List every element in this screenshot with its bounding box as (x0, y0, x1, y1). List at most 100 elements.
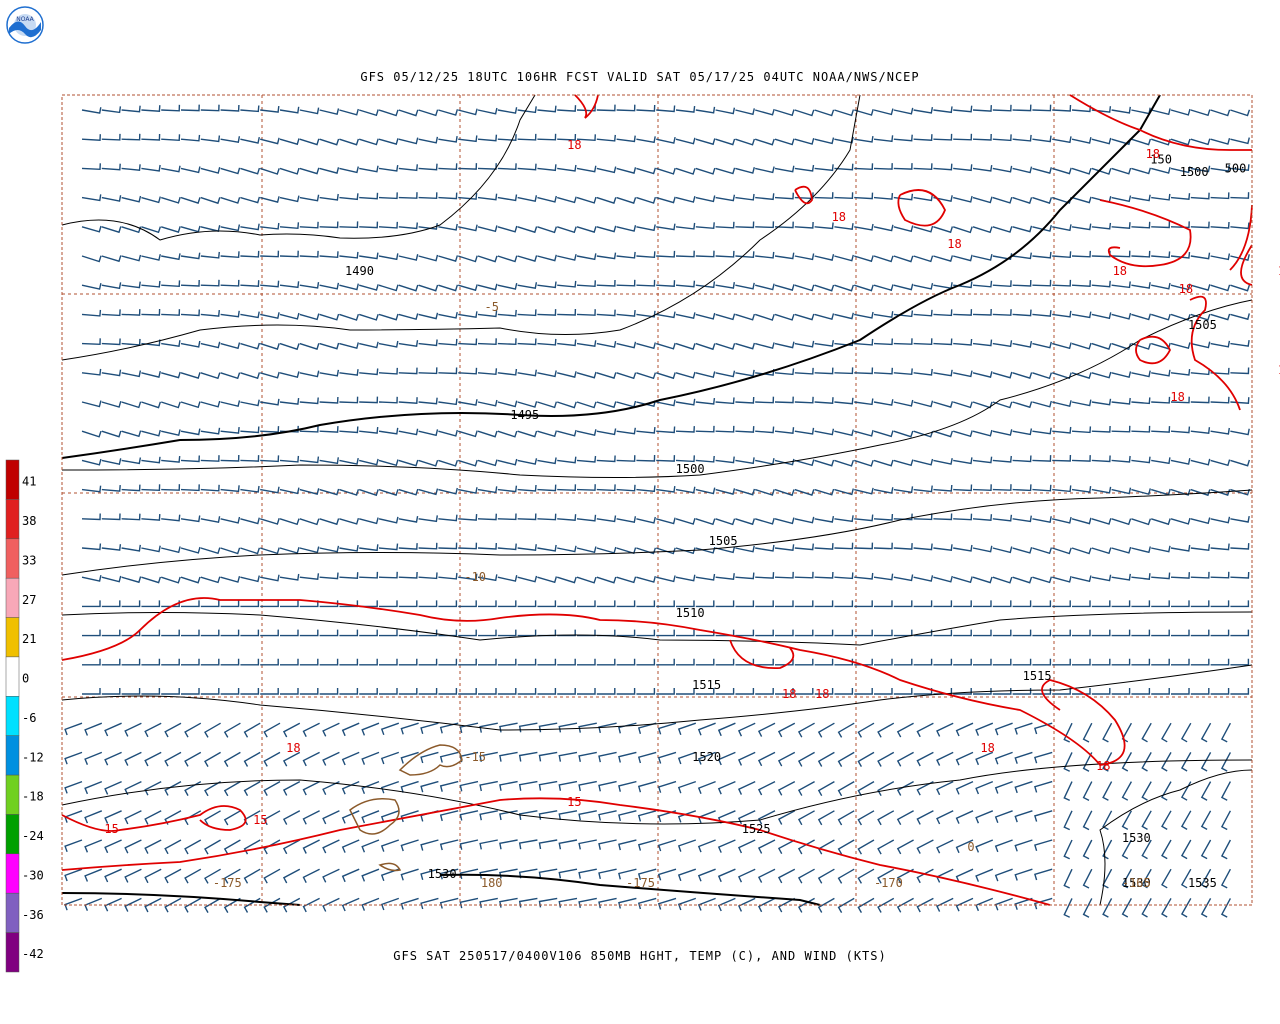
wind-barb (101, 133, 121, 141)
wind-barb (893, 574, 914, 582)
wind-barb (656, 399, 676, 407)
wind-barb (992, 280, 1012, 288)
wind-barb (220, 629, 240, 637)
wind-barb (955, 722, 974, 737)
wind-barb (299, 456, 320, 464)
wind-barb (101, 282, 122, 290)
wind-barb (1180, 722, 1192, 743)
wind-barb (1032, 576, 1053, 584)
wind-barb (953, 544, 973, 552)
wind-barb (164, 722, 182, 738)
wind-barb (101, 338, 121, 346)
wind-barb (556, 401, 577, 409)
wind-barb (359, 517, 379, 525)
wind-barb (992, 165, 1013, 173)
wind-barb (180, 309, 200, 317)
wind-barb (873, 108, 894, 116)
wind-barb (517, 309, 537, 317)
wind-barb (537, 544, 557, 552)
wind-barb (319, 688, 339, 695)
wind-barb (636, 454, 656, 462)
wind-barb (438, 284, 459, 292)
wind-barb (1170, 193, 1191, 200)
wind-barb (656, 223, 676, 231)
wind-barb (180, 576, 201, 584)
wind-barb (1190, 688, 1210, 695)
temp-label: 18 (1096, 759, 1110, 773)
wind-barb (834, 254, 854, 262)
wind-barb (794, 629, 814, 637)
wind-barb (497, 107, 518, 114)
wind-barb (1032, 251, 1052, 259)
wind-barb (1210, 253, 1231, 261)
wind-barb (1012, 515, 1032, 523)
wind-barb (754, 488, 775, 496)
wind-barb (578, 897, 597, 908)
wind-barb (400, 722, 419, 735)
wind-barb (877, 722, 895, 738)
wind-barb (675, 196, 696, 203)
wind-barb (82, 688, 101, 695)
wind-barb (1121, 898, 1133, 918)
colorbar-label: -30 (22, 868, 44, 882)
wind-barb (1091, 688, 1111, 695)
wind-barb (378, 427, 399, 435)
wind-barb (299, 425, 319, 433)
grid-label: -175 (626, 876, 655, 890)
wind-barb (1052, 279, 1072, 287)
wind-barb (913, 255, 934, 263)
wind-barb (715, 138, 736, 146)
wind-barb (715, 342, 736, 350)
wind-barb (854, 688, 873, 695)
wind-barb (1161, 781, 1172, 801)
wind-barb (518, 839, 538, 850)
wind-barb (537, 338, 557, 346)
temperature-contour (897, 189, 946, 227)
wind-barb (657, 839, 677, 852)
wind-barb (1170, 342, 1191, 350)
wind-barb (160, 576, 181, 584)
wind-barb (817, 751, 835, 767)
wind-barb (418, 658, 438, 666)
wind-barb (1190, 252, 1211, 260)
wind-barb (1200, 898, 1212, 918)
wind-barb (438, 163, 458, 171)
wind-barb (438, 542, 458, 550)
wind-barb (735, 457, 755, 465)
wind-barb (497, 458, 518, 466)
wind-barb (499, 839, 518, 850)
wind-barb (1091, 222, 1112, 230)
wind-barb (1141, 839, 1152, 860)
wind-barb (200, 104, 220, 112)
wind-barb (1230, 688, 1250, 695)
wind-barb (1012, 401, 1033, 409)
colorbar-segment (5, 853, 20, 894)
wind-barb (814, 192, 834, 199)
wind-barb (497, 543, 517, 551)
wind-barb (361, 751, 380, 765)
wind-barb (618, 839, 637, 851)
wind-barb (675, 371, 696, 379)
colorbar-segment (5, 814, 20, 855)
wind-barb (1032, 310, 1052, 317)
wind-barb (992, 309, 1012, 316)
wind-barb (737, 897, 756, 912)
wind-barb (933, 309, 953, 317)
wind-barb (1052, 310, 1072, 318)
wind-barb (757, 868, 776, 883)
wind-barb (1012, 546, 1033, 554)
wind-barb (755, 251, 775, 259)
wind-barb (578, 780, 597, 792)
height-label: 1500 (676, 462, 705, 476)
wind-barb (200, 516, 221, 524)
wind-barb (874, 629, 893, 637)
wind-barb (1180, 868, 1192, 889)
wind-barb (1091, 455, 1111, 463)
wind-barb (81, 163, 101, 171)
wind-barb (695, 455, 715, 463)
wind-barb (557, 308, 577, 316)
wind-barb (636, 688, 656, 695)
wind-barb (1012, 166, 1033, 174)
wind-barb (616, 427, 636, 435)
wind-barb (141, 629, 161, 637)
